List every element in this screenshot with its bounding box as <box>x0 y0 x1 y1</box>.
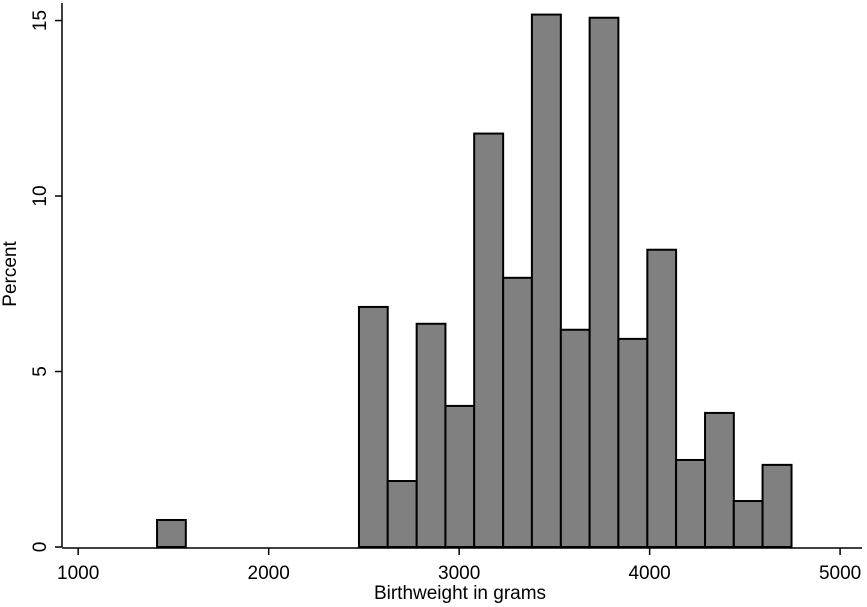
x-tick-label: 1000 <box>57 563 99 584</box>
x-tick-label: 3000 <box>438 563 480 584</box>
bar <box>530 13 562 549</box>
x-tick-label: 5000 <box>819 563 861 584</box>
bar <box>704 411 735 548</box>
bar <box>473 132 505 548</box>
y-tick-label: 10 <box>30 185 51 206</box>
bar <box>156 518 187 548</box>
y-axis-label: Percent <box>0 241 21 307</box>
bar <box>559 328 591 549</box>
bar <box>588 16 620 548</box>
x-axis-label: Birthweight in grams <box>374 583 546 604</box>
bar <box>617 337 649 548</box>
bar <box>415 322 447 548</box>
y-tick-label: 0 <box>30 542 51 553</box>
y-tick-label: 5 <box>30 366 51 377</box>
x-tick-label: 4000 <box>628 563 670 584</box>
bar <box>444 404 476 549</box>
bar <box>357 305 389 548</box>
bar <box>646 248 678 548</box>
bar <box>761 463 793 548</box>
bar <box>675 458 707 548</box>
x-tick-label: 2000 <box>248 563 290 584</box>
bar <box>386 480 418 548</box>
y-tick-label: 15 <box>30 10 51 31</box>
bar <box>502 276 533 548</box>
bar <box>732 500 764 548</box>
